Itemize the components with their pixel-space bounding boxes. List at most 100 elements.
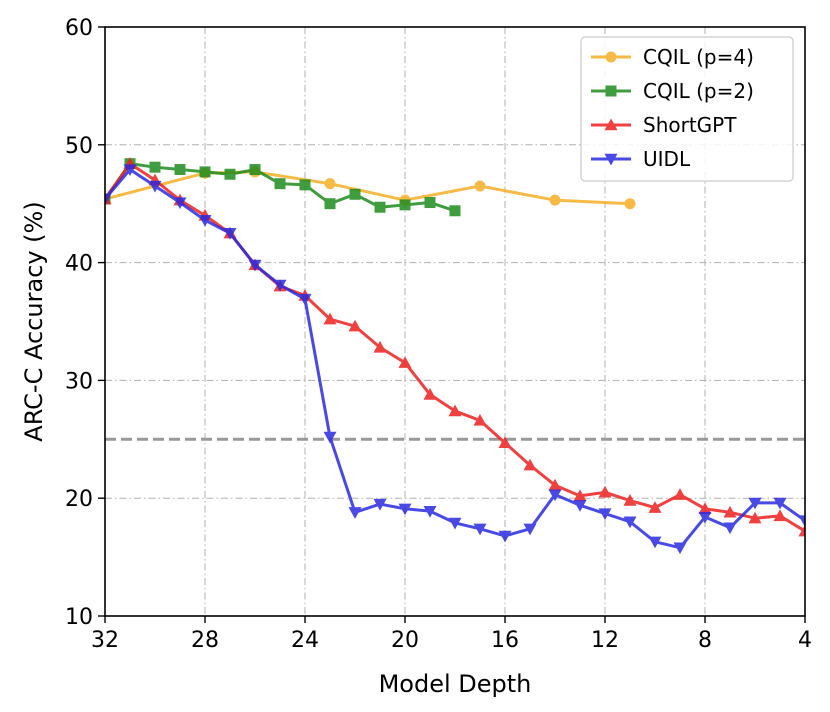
data-point-uidl: [123, 164, 137, 177]
plot-frame: [104, 26, 806, 617]
legend-entry-shortgpt: [591, 118, 631, 131]
data-point-uidl: [798, 515, 805, 528]
data-point-uidl: [573, 500, 587, 512]
data-point-cqil-p-2: [249, 164, 261, 176]
data-point-shortgpt: [423, 388, 437, 400]
legend-entry-uidl: [591, 153, 631, 166]
data-point-uidl: [698, 511, 712, 524]
data-point-cqil-p-2: [374, 201, 386, 213]
data-point-shortgpt: [698, 502, 712, 515]
data-point-uidl: [498, 530, 512, 543]
data-point-shortgpt: [748, 511, 762, 524]
data-point-cqil-p-2: [449, 205, 461, 217]
data-point-uidl: [673, 542, 687, 555]
legend-swatch-marker: [604, 153, 618, 166]
x-tick-label: 28: [191, 628, 219, 653]
x-tick-label: 20: [391, 628, 419, 653]
data-point-uidl: [648, 536, 662, 549]
legend-label-cqil-p-4: CQIL (p=4): [643, 45, 754, 69]
data-point-shortgpt: [548, 478, 562, 491]
data-point-shortgpt: [723, 505, 737, 518]
data-point-uidl: [298, 293, 312, 306]
series-uidl: [105, 164, 805, 555]
data-point-uidl: [723, 522, 737, 535]
data-point-uidl: [773, 497, 787, 510]
legend-label-shortgpt: ShortGPT: [643, 113, 737, 137]
data-point-shortgpt: [648, 501, 662, 513]
data-point-uidl: [248, 259, 262, 272]
series-group: [105, 157, 805, 555]
data-point-cqil-p-2: [174, 164, 186, 176]
legend-entry-cqil-p-2: [591, 85, 631, 97]
legend-swatch-marker: [605, 51, 617, 63]
data-point-cqil-p-2: [399, 199, 411, 211]
legend-label-cqil-p-2: CQIL (p=2): [643, 79, 754, 103]
data-point-cqil-p-4: [474, 180, 486, 192]
data-point-shortgpt: [673, 488, 687, 500]
series-line-uidl: [105, 168, 805, 550]
data-point-uidl: [748, 497, 762, 510]
data-point-uidl: [598, 508, 612, 521]
data-point-cqil-p-2: [149, 161, 161, 173]
x-tick-label: 12: [591, 628, 619, 653]
data-point-cqil-p-2: [199, 166, 211, 178]
legend-label-uidl: UIDL: [643, 147, 691, 171]
series-cqil-p-2: [105, 158, 461, 217]
data-point-shortgpt: [473, 413, 487, 426]
data-point-shortgpt: [373, 340, 387, 353]
x-axis-label: Model Depth: [379, 670, 532, 698]
data-point-shortgpt: [798, 524, 805, 537]
data-point-uidl: [548, 489, 562, 502]
data-point-shortgpt: [598, 485, 612, 498]
x-tick-label: 32: [91, 628, 119, 653]
data-point-uidl: [105, 193, 112, 206]
y-tick-label: 10: [65, 605, 93, 630]
data-point-cqil-p-2: [274, 178, 286, 190]
data-point-cqil-p-4: [324, 178, 336, 190]
data-point-shortgpt: [398, 356, 412, 368]
x-tick-label: 8: [698, 628, 712, 653]
data-point-uidl: [198, 214, 212, 227]
y-tick-label: 20: [65, 487, 93, 512]
y-tick-label: 40: [65, 252, 93, 277]
data-point-uidl: [398, 503, 412, 516]
data-point-shortgpt: [773, 509, 787, 522]
data-point-uidl: [373, 498, 387, 511]
data-point-shortgpt: [448, 404, 462, 417]
legend-swatch-marker: [604, 118, 618, 131]
x-tick-label: 4: [798, 628, 812, 653]
data-point-uidl: [173, 197, 187, 210]
x-tick-label: 24: [291, 628, 319, 653]
data-point-uidl: [348, 507, 362, 519]
legend: CQIL (p=4) CQIL (p=2) ShortGPT UIDL: [580, 36, 794, 182]
data-point-cqil-p-2: [424, 197, 436, 209]
data-point-uidl: [223, 227, 237, 240]
data-point-shortgpt: [573, 489, 587, 502]
data-point-cqil-p-4: [624, 198, 636, 210]
data-point-uidl: [148, 180, 162, 193]
y-axis-label: ARC-C Accuracy (%): [20, 201, 48, 441]
data-point-uidl: [523, 523, 537, 536]
legend-entry-cqil-p-4: [591, 51, 631, 63]
y-tick-label: 30: [65, 369, 93, 394]
axis-ticks: 32 28 24 20 16 12 8 4 10 20 30 40 50 60: [65, 16, 812, 653]
data-point-uidl: [423, 505, 437, 518]
data-point-cqil-p-2: [349, 188, 361, 200]
data-point-cqil-p-2: [224, 168, 236, 180]
data-point-uidl: [448, 517, 462, 530]
data-point-uidl: [473, 523, 487, 536]
x-tick-label: 16: [491, 628, 519, 653]
data-point-uidl: [323, 431, 337, 444]
y-tick-label: 60: [65, 16, 93, 41]
data-point-shortgpt: [323, 312, 337, 325]
data-point-shortgpt: [498, 436, 512, 449]
data-point-cqil-p-4: [549, 194, 561, 206]
legend-swatch-marker: [605, 85, 617, 97]
data-point-shortgpt: [348, 319, 362, 332]
y-tick-label: 50: [65, 134, 93, 159]
data-point-uidl: [273, 279, 287, 292]
data-point-cqil-p-2: [299, 179, 311, 191]
legend-box: [580, 36, 794, 182]
data-point-shortgpt: [523, 458, 537, 471]
